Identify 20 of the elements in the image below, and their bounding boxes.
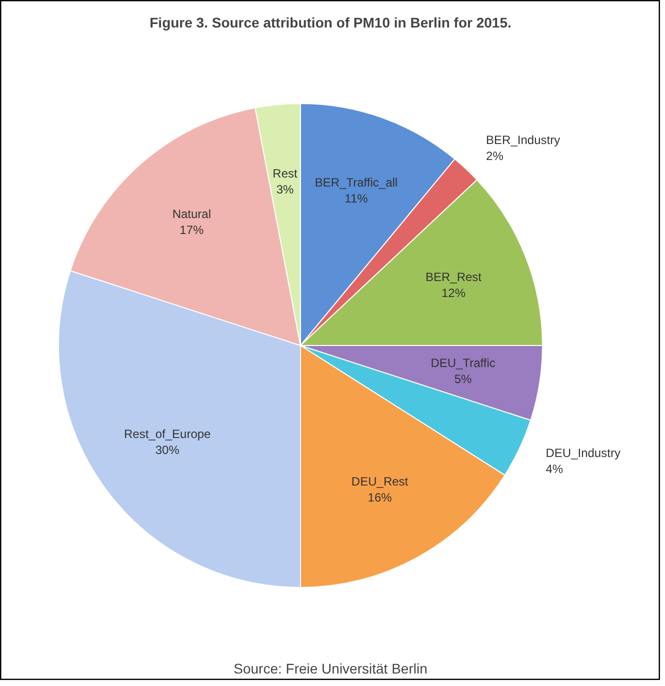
data-label: 16%	[368, 490, 392, 505]
slice-label: Rest_of_Europe	[124, 427, 212, 442]
slice-label: DEU_Traffic	[430, 356, 496, 370]
slice-label: DEU_Rest	[351, 474, 409, 489]
data-label: 2%	[486, 148, 504, 163]
data-label: 4%	[546, 462, 564, 476]
source-note: Source: Freie Universität Berlin	[234, 660, 428, 676]
slice-label: DEU_Industry	[546, 446, 620, 460]
data-label: 11%	[344, 192, 368, 206]
data-label: 3%	[276, 182, 294, 197]
slice-label: Rest	[272, 166, 298, 181]
slice-label: BER_Rest	[425, 270, 482, 284]
slice-label: BER_Traffic_all	[314, 176, 398, 190]
slice-label: Natural	[172, 207, 212, 222]
slice-label: BER_Industry	[486, 132, 560, 147]
chart-title: Figure 3. Source attribution of PM10 in Berlin for 2015.	[150, 14, 512, 30]
data-label: 30%	[155, 443, 180, 458]
data-label: 17%	[180, 223, 204, 238]
data-label: 12%	[441, 286, 466, 300]
data-label: 5%	[454, 372, 472, 386]
